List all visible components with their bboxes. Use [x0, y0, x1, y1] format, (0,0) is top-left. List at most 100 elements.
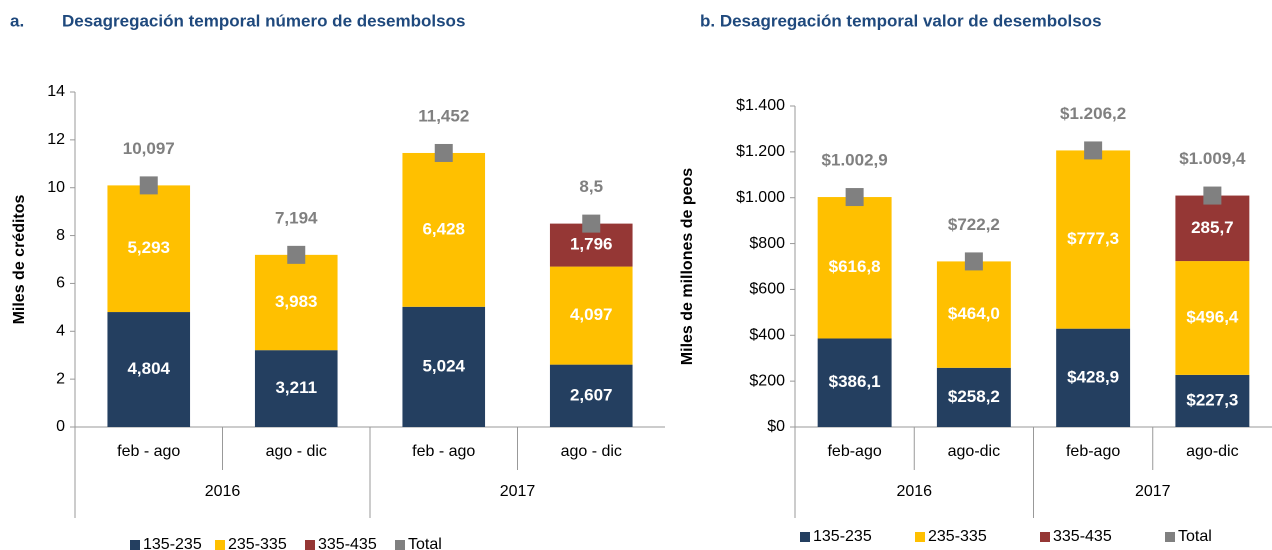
value-label: $386,1 [829, 372, 881, 391]
total-marker [1084, 141, 1103, 160]
legend-label: 335-435 [318, 536, 377, 550]
legend-label: Total [1178, 528, 1212, 545]
value-label: 3,983 [275, 292, 318, 311]
total-label: 10,097 [123, 139, 175, 158]
value-label: $496,4 [1186, 307, 1239, 326]
x-tick-label: feb - ago [412, 443, 475, 460]
bar-segment [936, 367, 1011, 427]
y-tick-label: $0 [767, 418, 785, 435]
legend-swatch [215, 540, 225, 550]
bar-segment [254, 350, 338, 427]
legend-label: 235-335 [228, 536, 287, 550]
bar-segment [817, 197, 892, 339]
y-tick-label: $1.400 [736, 97, 785, 114]
y-tick-label: $1.000 [736, 189, 785, 206]
y-tick-label: $400 [749, 327, 785, 344]
legend-label: 135-235 [813, 528, 872, 545]
y-tick-label: $200 [749, 372, 785, 389]
y-tick-label: $1.200 [736, 143, 785, 160]
value-label: 1,796 [570, 235, 613, 254]
bar-segment [817, 338, 892, 427]
legend-swatch [1165, 532, 1175, 542]
total-marker [434, 143, 453, 162]
y-tick-label: 4 [56, 323, 65, 340]
bar-segment [402, 306, 486, 427]
y-axis-title: Miles de créditos [11, 194, 28, 324]
total-marker [964, 252, 983, 271]
value-label: 5,293 [127, 238, 170, 257]
value-label: 4,804 [127, 359, 170, 378]
value-label: 2,607 [570, 385, 613, 404]
legend-label: 335-435 [1053, 528, 1112, 545]
group-label: 2016 [205, 483, 241, 500]
total-label: $1.002,9 [822, 151, 888, 170]
group-label: 2017 [500, 483, 536, 500]
total-marker [287, 245, 306, 264]
total-marker [139, 176, 158, 195]
bar-segment [402, 152, 486, 307]
bar-segment [107, 312, 191, 427]
bar-segment [254, 254, 338, 351]
total-label: 11,452 [418, 106, 469, 125]
bar-segment [1056, 150, 1131, 329]
value-label: 3,211 [275, 378, 317, 397]
x-tick-label: feb - ago [117, 443, 180, 460]
y-axis-title: Miles de millones de peos [679, 168, 696, 365]
bar-segment [549, 266, 633, 365]
group-label: 2017 [1135, 483, 1171, 500]
x-tick-label: ago-dic [948, 443, 1000, 460]
y-tick-label: 10 [47, 179, 65, 196]
y-tick-label: 8 [56, 227, 65, 244]
total-label: $1.206,2 [1060, 104, 1126, 123]
legend-swatch [1040, 532, 1050, 542]
group-label: 2016 [896, 483, 932, 500]
bar-segment [1175, 195, 1250, 262]
y-tick-label: 6 [56, 275, 65, 292]
value-label: 4,097 [570, 305, 613, 324]
bar-segment [549, 364, 633, 427]
legend-swatch [800, 532, 810, 542]
y-tick-label: 12 [47, 131, 65, 148]
total-label: $1.009,4 [1179, 149, 1246, 168]
bar-segment [936, 261, 1011, 368]
bar-segment [107, 185, 191, 313]
total-marker [845, 188, 864, 207]
chart-title: Desagregación temporal número de desembo… [62, 11, 465, 30]
total-label: 8,5 [579, 177, 603, 196]
x-tick-label: feb-ago [827, 443, 881, 460]
chart-label: a. [10, 11, 24, 30]
total-label: $722,2 [948, 215, 1000, 234]
value-label: $258,2 [948, 387, 1000, 406]
x-tick-label: ago-dic [1186, 443, 1238, 460]
total-marker [582, 214, 601, 233]
bar-segment [1175, 374, 1250, 427]
legend-swatch [915, 532, 925, 542]
y-tick-label: 0 [56, 418, 65, 435]
x-tick-label: ago - dic [561, 443, 622, 460]
y-tick-label: 2 [56, 370, 65, 387]
chart-title: b. Desagregación temporal valor de desem… [700, 11, 1102, 30]
value-label: 285,7 [1191, 218, 1234, 237]
total-marker [1203, 186, 1222, 205]
legend-label: 135-235 [143, 536, 202, 550]
bar-segment [1056, 328, 1131, 427]
value-label: $227,3 [1186, 390, 1238, 409]
value-label: 5,024 [422, 356, 465, 375]
legend-swatch [305, 540, 315, 550]
legend-label: 235-335 [928, 528, 987, 545]
x-tick-label: ago - dic [266, 443, 327, 460]
legend-swatch [395, 540, 405, 550]
x-tick-label: feb-ago [1066, 443, 1120, 460]
legend-label: Total [408, 536, 442, 550]
value-label: $464,0 [948, 304, 1000, 323]
value-label: 6,428 [422, 219, 465, 238]
value-label: $428,9 [1067, 367, 1119, 386]
value-label: $616,8 [829, 257, 881, 276]
y-tick-label: $800 [749, 235, 785, 252]
y-tick-label: 14 [47, 83, 65, 100]
total-label: 7,194 [275, 208, 318, 227]
y-tick-label: $600 [749, 281, 785, 298]
bar-segment [1175, 261, 1250, 375]
legend-swatch [130, 540, 140, 550]
